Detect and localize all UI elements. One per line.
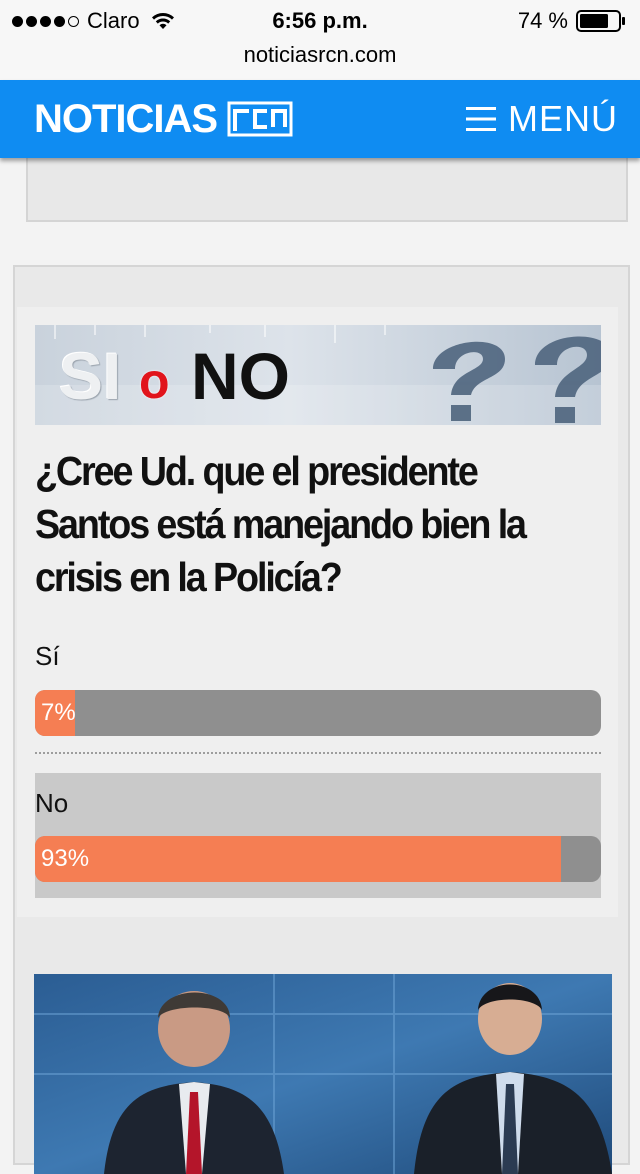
battery-status: 74 % — [518, 6, 626, 36]
poll-card: SI o NO ¿Cree Ud. que el presidente Sant… — [13, 265, 630, 1174]
wifi-icon — [151, 13, 174, 29]
site-logo[interactable]: NOTICIAS — [34, 97, 293, 141]
poll-widget: SI o NO ¿Cree Ud. que el presidente Sant… — [17, 307, 618, 917]
poll-banner-image: SI o NO — [35, 325, 601, 425]
previous-article-card — [26, 150, 628, 222]
poll-option-no-fill — [35, 836, 562, 882]
logo-text: NOTICIAS — [34, 97, 218, 141]
poll-option-no-percent: 93% — [41, 845, 90, 872]
banner-si-text: SI — [59, 339, 122, 413]
banner-o-text: o — [139, 353, 170, 409]
battery-icon — [576, 10, 625, 32]
status-bar: Claro 6:56 p.m. 74 % noticiasrcn.com — [0, 0, 640, 80]
news-article-image[interactable] — [34, 974, 612, 1174]
option-divider — [35, 752, 601, 754]
url-bar[interactable]: noticiasrcn.com — [243, 42, 397, 67]
rcn-logo-icon — [227, 101, 293, 137]
battery-percent: 74 % — [517, 8, 568, 33]
banner-no-text: NO — [191, 339, 290, 413]
poll-option-si-percent: 7% — [41, 699, 76, 726]
poll-option-si-fill — [35, 690, 75, 736]
menu-button[interactable]: MENÚ — [466, 98, 618, 140]
poll-option-no-label[interactable]: No — [35, 788, 69, 818]
signal-strength-icon — [12, 15, 79, 27]
clock: 6:56 p.m. — [272, 8, 368, 33]
poll-question: ¿Cree Ud. que el presidente Santos está … — [35, 448, 527, 600]
poll-option-si-label[interactable]: Sí — [35, 641, 60, 671]
hamburger-icon — [466, 107, 496, 131]
menu-label: MENÚ — [508, 98, 618, 139]
carrier-name: Claro — [87, 8, 140, 33]
carrier-signal: Claro — [12, 6, 176, 36]
site-header: NOTICIAS MENÚ — [0, 80, 640, 158]
poll-option-si-bar[interactable]: 7% — [35, 690, 601, 736]
poll-option-no-bar[interactable]: 93% — [35, 836, 601, 882]
